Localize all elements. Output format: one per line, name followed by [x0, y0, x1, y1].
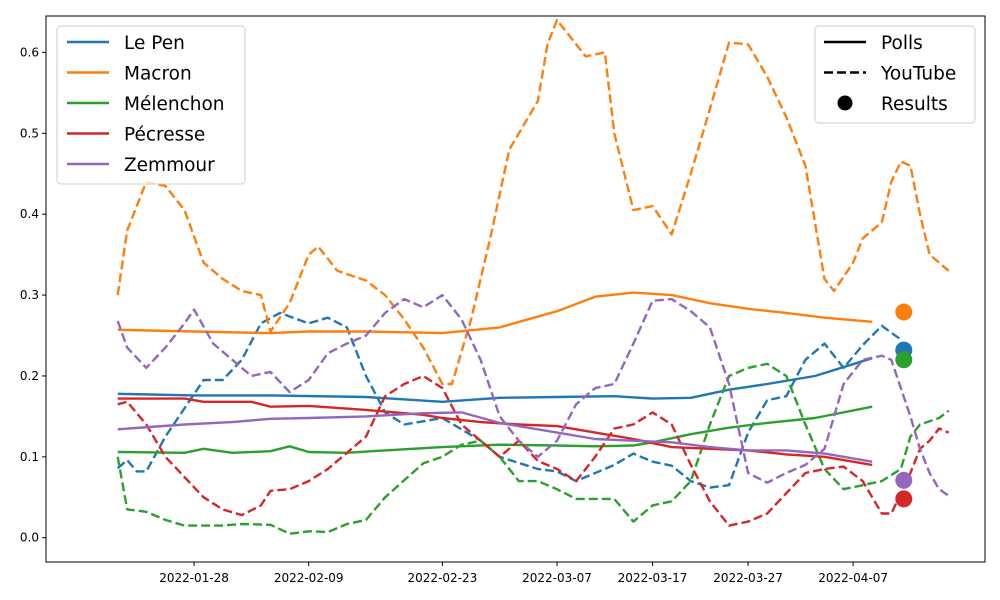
- youtube-legend-label: YouTube: [880, 64, 956, 85]
- le-pen-legend-label: Le Pen: [124, 33, 185, 54]
- y-tick-label: 0.3: [20, 288, 39, 302]
- y-tick-label: 0.2: [20, 369, 39, 383]
- x-tick-label: 2022-03-27: [713, 571, 783, 585]
- zemmour-legend-label: Zemmour: [124, 155, 215, 176]
- y-tick-label: 0.0: [20, 531, 39, 545]
- macron-youtube-line: [116, 18, 950, 386]
- pecresse-result-dot: [895, 490, 913, 508]
- melenchon-legend-label: Mélenchon: [124, 94, 225, 115]
- melenchon-youtube-line: [116, 362, 950, 535]
- pecresse-legend-label: Pécresse: [124, 125, 205, 146]
- macron-result-dot: [895, 303, 913, 321]
- melenchon-result-dot: [895, 351, 913, 369]
- x-tick-label: 2022-03-07: [522, 571, 592, 585]
- melenchon-polls-line: [117, 405, 873, 454]
- x-tick-label: 2022-02-23: [408, 571, 478, 585]
- series-layer: [116, 18, 950, 535]
- candidate-legend-box: [56, 25, 246, 185]
- y-tick-label: 0.5: [20, 126, 39, 140]
- style-legend: Polls YouTube Results: [814, 25, 976, 124]
- plot-frame: [45, 15, 986, 563]
- candidate-legend: Le Pen Macron Mélenchon Pécresse Zemmour: [56, 25, 246, 185]
- results-layer: [895, 303, 913, 508]
- macron-legend-label: Macron: [124, 64, 192, 85]
- zemmour-youtube-line: [116, 293, 950, 497]
- macron-polls-line: [117, 291, 873, 335]
- style-legend-box: [814, 25, 976, 124]
- y-tick-label: 0.1: [20, 450, 39, 464]
- zemmour-polls-line: [117, 411, 873, 463]
- zemmour-result-dot: [895, 471, 913, 489]
- pecresse-youtube-line: [117, 374, 950, 527]
- results-legend-swatch: [837, 95, 853, 111]
- x-tick-label: 2022-02-09: [274, 571, 344, 585]
- x-tick-label: 2022-03-17: [618, 571, 688, 585]
- polls-legend-label: Polls: [881, 33, 923, 54]
- x-tick-label: 2022-04-07: [818, 571, 888, 585]
- x-axis: 2022-01-28 2022-02-09 2022-02-23 2022-03-07…: [159, 562, 888, 585]
- x-tick-label: 2022-01-28: [159, 571, 229, 585]
- y-tick-label: 0.4: [20, 207, 39, 221]
- y-tick-label: 0.6: [20, 45, 39, 59]
- results-legend-label: Results: [881, 94, 948, 115]
- y-axis: 0.0 0.1 0.2 0.3 0.4 0.5 0.6: [20, 45, 46, 545]
